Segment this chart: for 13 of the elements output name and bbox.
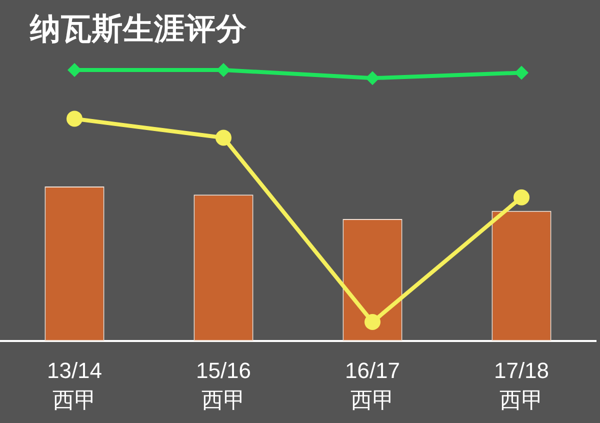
point [216,130,232,146]
x-tick-label: 15/16 西甲 [196,358,252,413]
chart-title: 纳瓦斯生涯评分 [30,11,247,48]
point [364,314,380,330]
x-tick-label: 16/17 西甲 [344,358,400,413]
x-tick-label: 17/18 西甲 [494,358,550,413]
x-tick-label: 13/14 西甲 [46,358,102,413]
point [68,63,82,77]
point [216,63,230,77]
point [66,110,82,127]
point [514,66,528,80]
point [366,71,380,86]
point [514,189,530,206]
